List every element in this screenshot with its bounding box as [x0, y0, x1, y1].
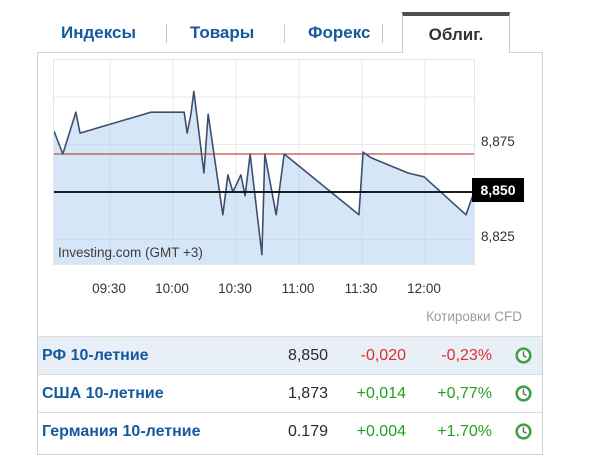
instrument-name[interactable]: РФ 10-летние	[42, 346, 149, 364]
price-area-chart	[54, 60, 474, 264]
clock-icon-cell	[492, 347, 532, 364]
last-price: 8,850	[287, 346, 328, 364]
chart-plot-area	[53, 59, 475, 265]
price-change: +0.004	[356, 422, 406, 440]
tab-divider	[382, 24, 383, 43]
clock-icon-cell	[492, 385, 532, 402]
x-axis-tick-09:30: 09:30	[92, 281, 126, 296]
y-axis-label-8875: 8,875	[481, 134, 515, 149]
tab-indices[interactable]: Индексы	[61, 22, 136, 42]
x-axis-tick-11:00: 11:00	[281, 281, 315, 296]
table-row-1[interactable]: РФ 10-летние 8,850 -0,020 -0,23%	[38, 336, 542, 374]
tab-divider	[284, 24, 285, 43]
cfd-quotes-note: Котировки CFD	[426, 309, 522, 324]
tab-bonds-active[interactable]: Облиг.	[402, 12, 510, 53]
last-price: 1,873	[287, 384, 328, 402]
x-axis-tick-10:30: 10:30	[218, 281, 252, 296]
chart-watermark: Investing.com (GMT +3)	[58, 245, 203, 260]
price-change-percent: +0,77%	[437, 384, 492, 402]
bonds-panel: Investing.com (GMT +3) 8,875 8,825 8,850…	[37, 52, 543, 455]
intraday-chart: Investing.com (GMT +3) 8,875 8,825 8,850…	[38, 53, 542, 336]
price-change: -0,020	[360, 346, 406, 364]
instrument-name[interactable]: США 10-летние	[42, 384, 164, 402]
table-row-2[interactable]: США 10-летние 1,873 +0,014 +0,77%	[38, 374, 542, 412]
clock-icon-cell	[492, 423, 532, 440]
tab-commodities[interactable]: Товары	[190, 22, 255, 42]
price-change: +0,014	[356, 384, 406, 402]
price-change-percent: +1.70%	[437, 422, 492, 440]
quotes-widget-tabbar: Индексы Товары Форекс Облиг.	[37, 12, 543, 53]
bond-quotes-table: РФ 10-летние 8,850 -0,020 -0,23% США 10-летн…	[38, 336, 542, 450]
price-change-percent: -0,23%	[441, 346, 492, 364]
clock-icon	[515, 385, 532, 402]
clock-icon	[515, 423, 532, 440]
tab-divider	[166, 24, 167, 43]
tab-forex[interactable]: Форекс	[308, 22, 371, 42]
current-price-flag: 8,850	[472, 178, 524, 202]
table-row-3[interactable]: Германия 10-летние 0.179 +0.004 +1.70%	[38, 412, 542, 450]
last-price: 0.179	[287, 422, 328, 440]
instrument-name[interactable]: Германия 10-летние	[42, 422, 201, 440]
y-axis-label-8825: 8,825	[481, 229, 515, 244]
x-axis-tick-11:30: 11:30	[344, 281, 378, 296]
x-axis-tick-10:00: 10:00	[155, 281, 189, 296]
clock-icon	[515, 347, 532, 364]
x-axis-tick-12:00: 12:00	[407, 281, 441, 296]
